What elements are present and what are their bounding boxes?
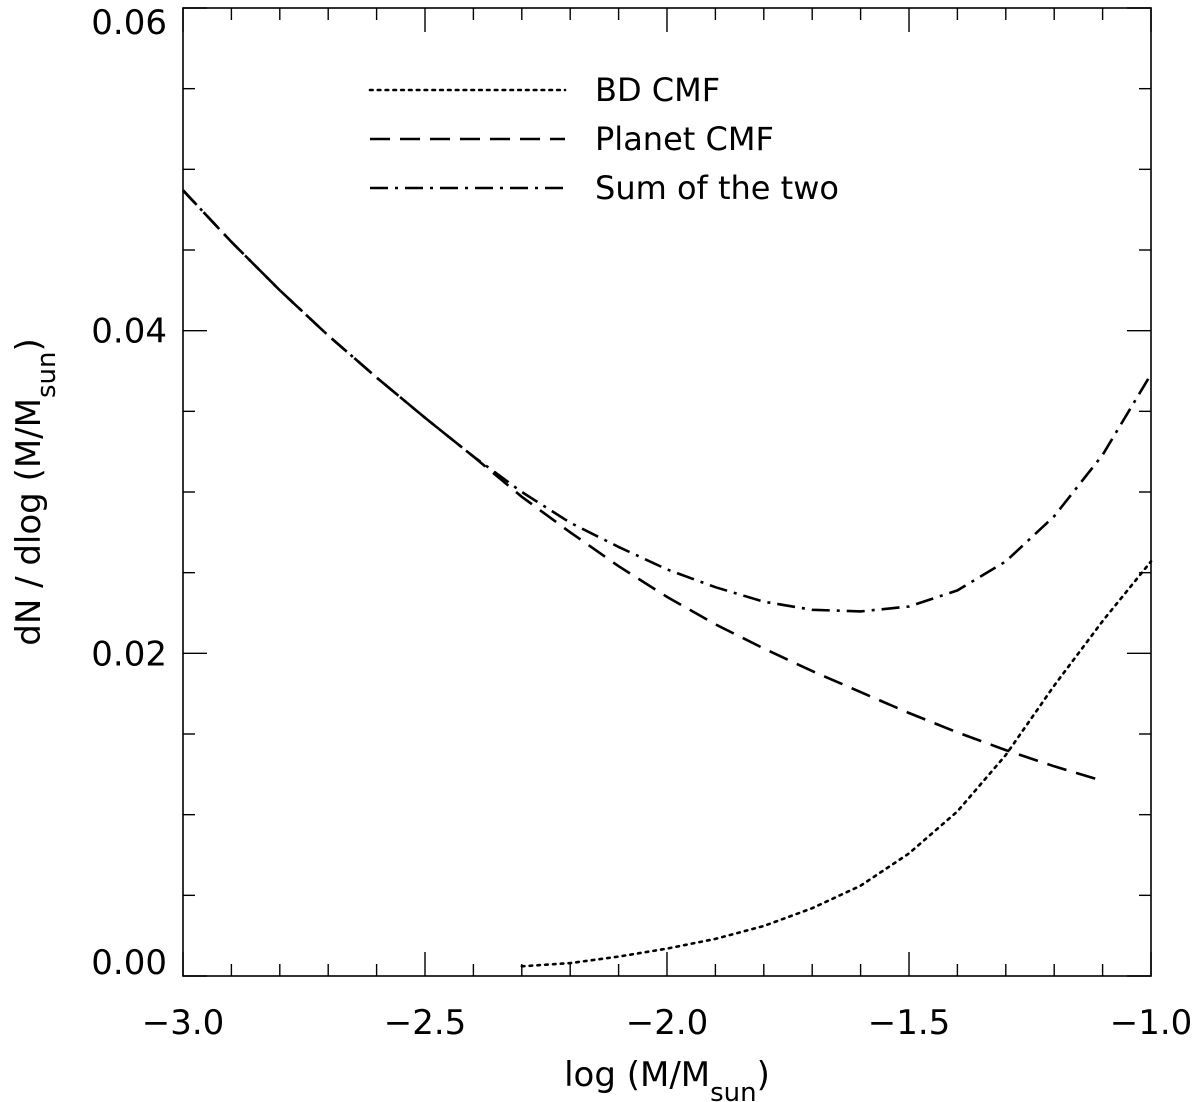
legend: BD CMF Planet CMF Sum of the two: [368, 71, 839, 207]
x-tick-label: −2.5: [384, 1003, 467, 1043]
x-tick-label: −3.0: [142, 1003, 225, 1043]
tick-labels: −3.0 −2.5 −2.0 −1.5 −1.0 0.00 0.02 0.04 0.06: [91, 3, 1192, 1043]
x-tick-label: −2.0: [626, 1003, 709, 1043]
x-tick-label: −1.0: [1110, 1003, 1193, 1043]
y-tick-label: 0.04: [91, 312, 167, 352]
y-tick-label: 0.02: [91, 634, 167, 674]
series-line-dashdot: [182, 189, 1153, 613]
y-tick-label: 0.06: [91, 3, 167, 43]
series-layer: [182, 189, 1153, 968]
x-tick-label: −1.5: [868, 1003, 951, 1043]
y-axis-label: dN / dlog (M/Msun): [9, 338, 62, 645]
series-line-dashed: [182, 189, 1103, 783]
y-tick-label: 0.00: [91, 943, 167, 983]
axis-ticks: [182, 7, 1152, 977]
legend-label: Planet CMF: [595, 120, 774, 158]
plot-frame: [182, 7, 1152, 977]
x-axis-label: log (M/Msun): [564, 1055, 770, 1102]
legend-label: BD CMF: [595, 71, 720, 109]
series-line-dotted: [520, 560, 1153, 968]
legend-label: Sum of the two: [595, 169, 839, 207]
